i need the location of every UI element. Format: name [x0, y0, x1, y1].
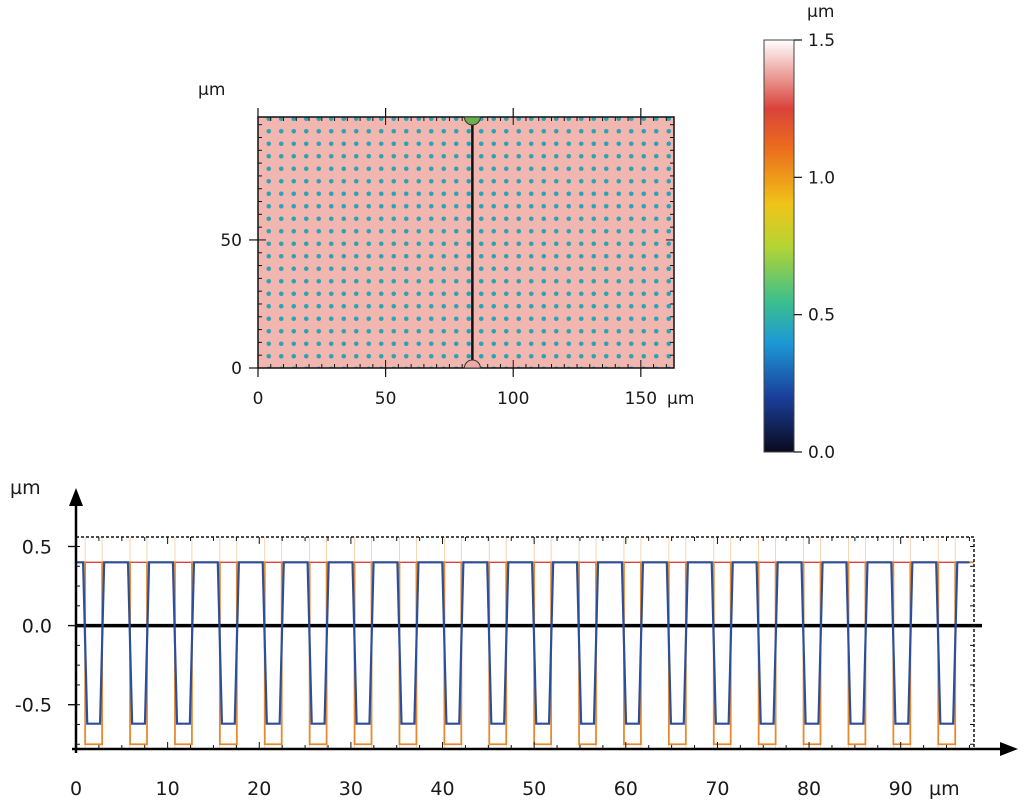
color-bar-gradient — [763, 39, 795, 453]
height-map: µm 0 50 100 150 0 50 µm — [198, 80, 694, 409]
color-bar: µm 0.0 0.5 1.0 1.5 — [763, 2, 835, 463]
profile-x-tick-label: 80 — [797, 778, 821, 800]
step-fit-line — [76, 561, 974, 746]
map-x-tick-label: 150 — [625, 389, 657, 409]
map-y-tick-label: 50 — [220, 231, 242, 251]
profile-y-tick-labels: -0.5 0.0 0.5 — [15, 536, 76, 717]
map-y-tick-label: 0 — [231, 359, 242, 379]
profile-x-tick-label: 70 — [705, 778, 729, 800]
profile-series-line — [76, 561, 970, 725]
profile-x-tick-label: 0 — [70, 778, 82, 800]
profile-x-tick-labels: 0 10 20 30 40 50 60 70 80 90 — [70, 778, 913, 800]
map-y-tick-labels: 0 50 — [220, 231, 242, 379]
map-x-tick-labels: 0 50 100 150 — [253, 389, 657, 409]
profile-y-tick-label: 0.0 — [22, 616, 52, 638]
profile-x-tick-label: 30 — [339, 778, 363, 800]
color-bar-ticks: 0.0 0.5 1.0 1.5 — [794, 31, 835, 463]
profile-x-tick-label: 50 — [522, 778, 546, 800]
profile-x-tick-label: 10 — [156, 778, 180, 800]
color-bar-unit: µm — [807, 2, 834, 22]
map-x-tick-label: 100 — [497, 389, 529, 409]
color-bar-tick-label: 1.5 — [808, 31, 835, 51]
profile-x-tick-label: 20 — [247, 778, 271, 800]
profile-start-marker[interactable] — [463, 116, 481, 126]
profile-axes — [69, 488, 1018, 756]
color-bar-tick-label: 0.5 — [808, 306, 835, 326]
profile-y-tick-label: -0.5 — [15, 695, 52, 717]
profile-x-unit: µm — [929, 778, 960, 800]
profile-plot-frame — [75, 536, 975, 750]
profile-x-axis-arrow — [1000, 742, 1018, 756]
profile-end-marker[interactable] — [463, 359, 481, 369]
color-bar-tick-label: 0.0 — [808, 443, 835, 463]
profile-x-tick-label: 60 — [614, 778, 638, 800]
profile-y-unit: µm — [10, 477, 41, 499]
profile-plot: 0 10 20 30 40 50 60 70 80 90 -0.5 0.0 0.5 µm µm — [10, 477, 1018, 800]
profile-y-axis-arrow — [69, 488, 83, 506]
step-fit — [76, 537, 974, 749]
map-dot-array — [258, 117, 674, 368]
profile-y-tick-label: 0.5 — [22, 536, 52, 558]
profile-x-tick-label: 40 — [430, 778, 454, 800]
profile-x-tick-label: 90 — [889, 778, 913, 800]
map-y-unit: µm — [198, 80, 225, 100]
map-x-tick-label: 50 — [375, 389, 397, 409]
map-x-unit: µm — [667, 389, 694, 409]
color-bar-tick-label: 1.0 — [808, 168, 835, 188]
map-x-tick-label: 0 — [253, 389, 264, 409]
